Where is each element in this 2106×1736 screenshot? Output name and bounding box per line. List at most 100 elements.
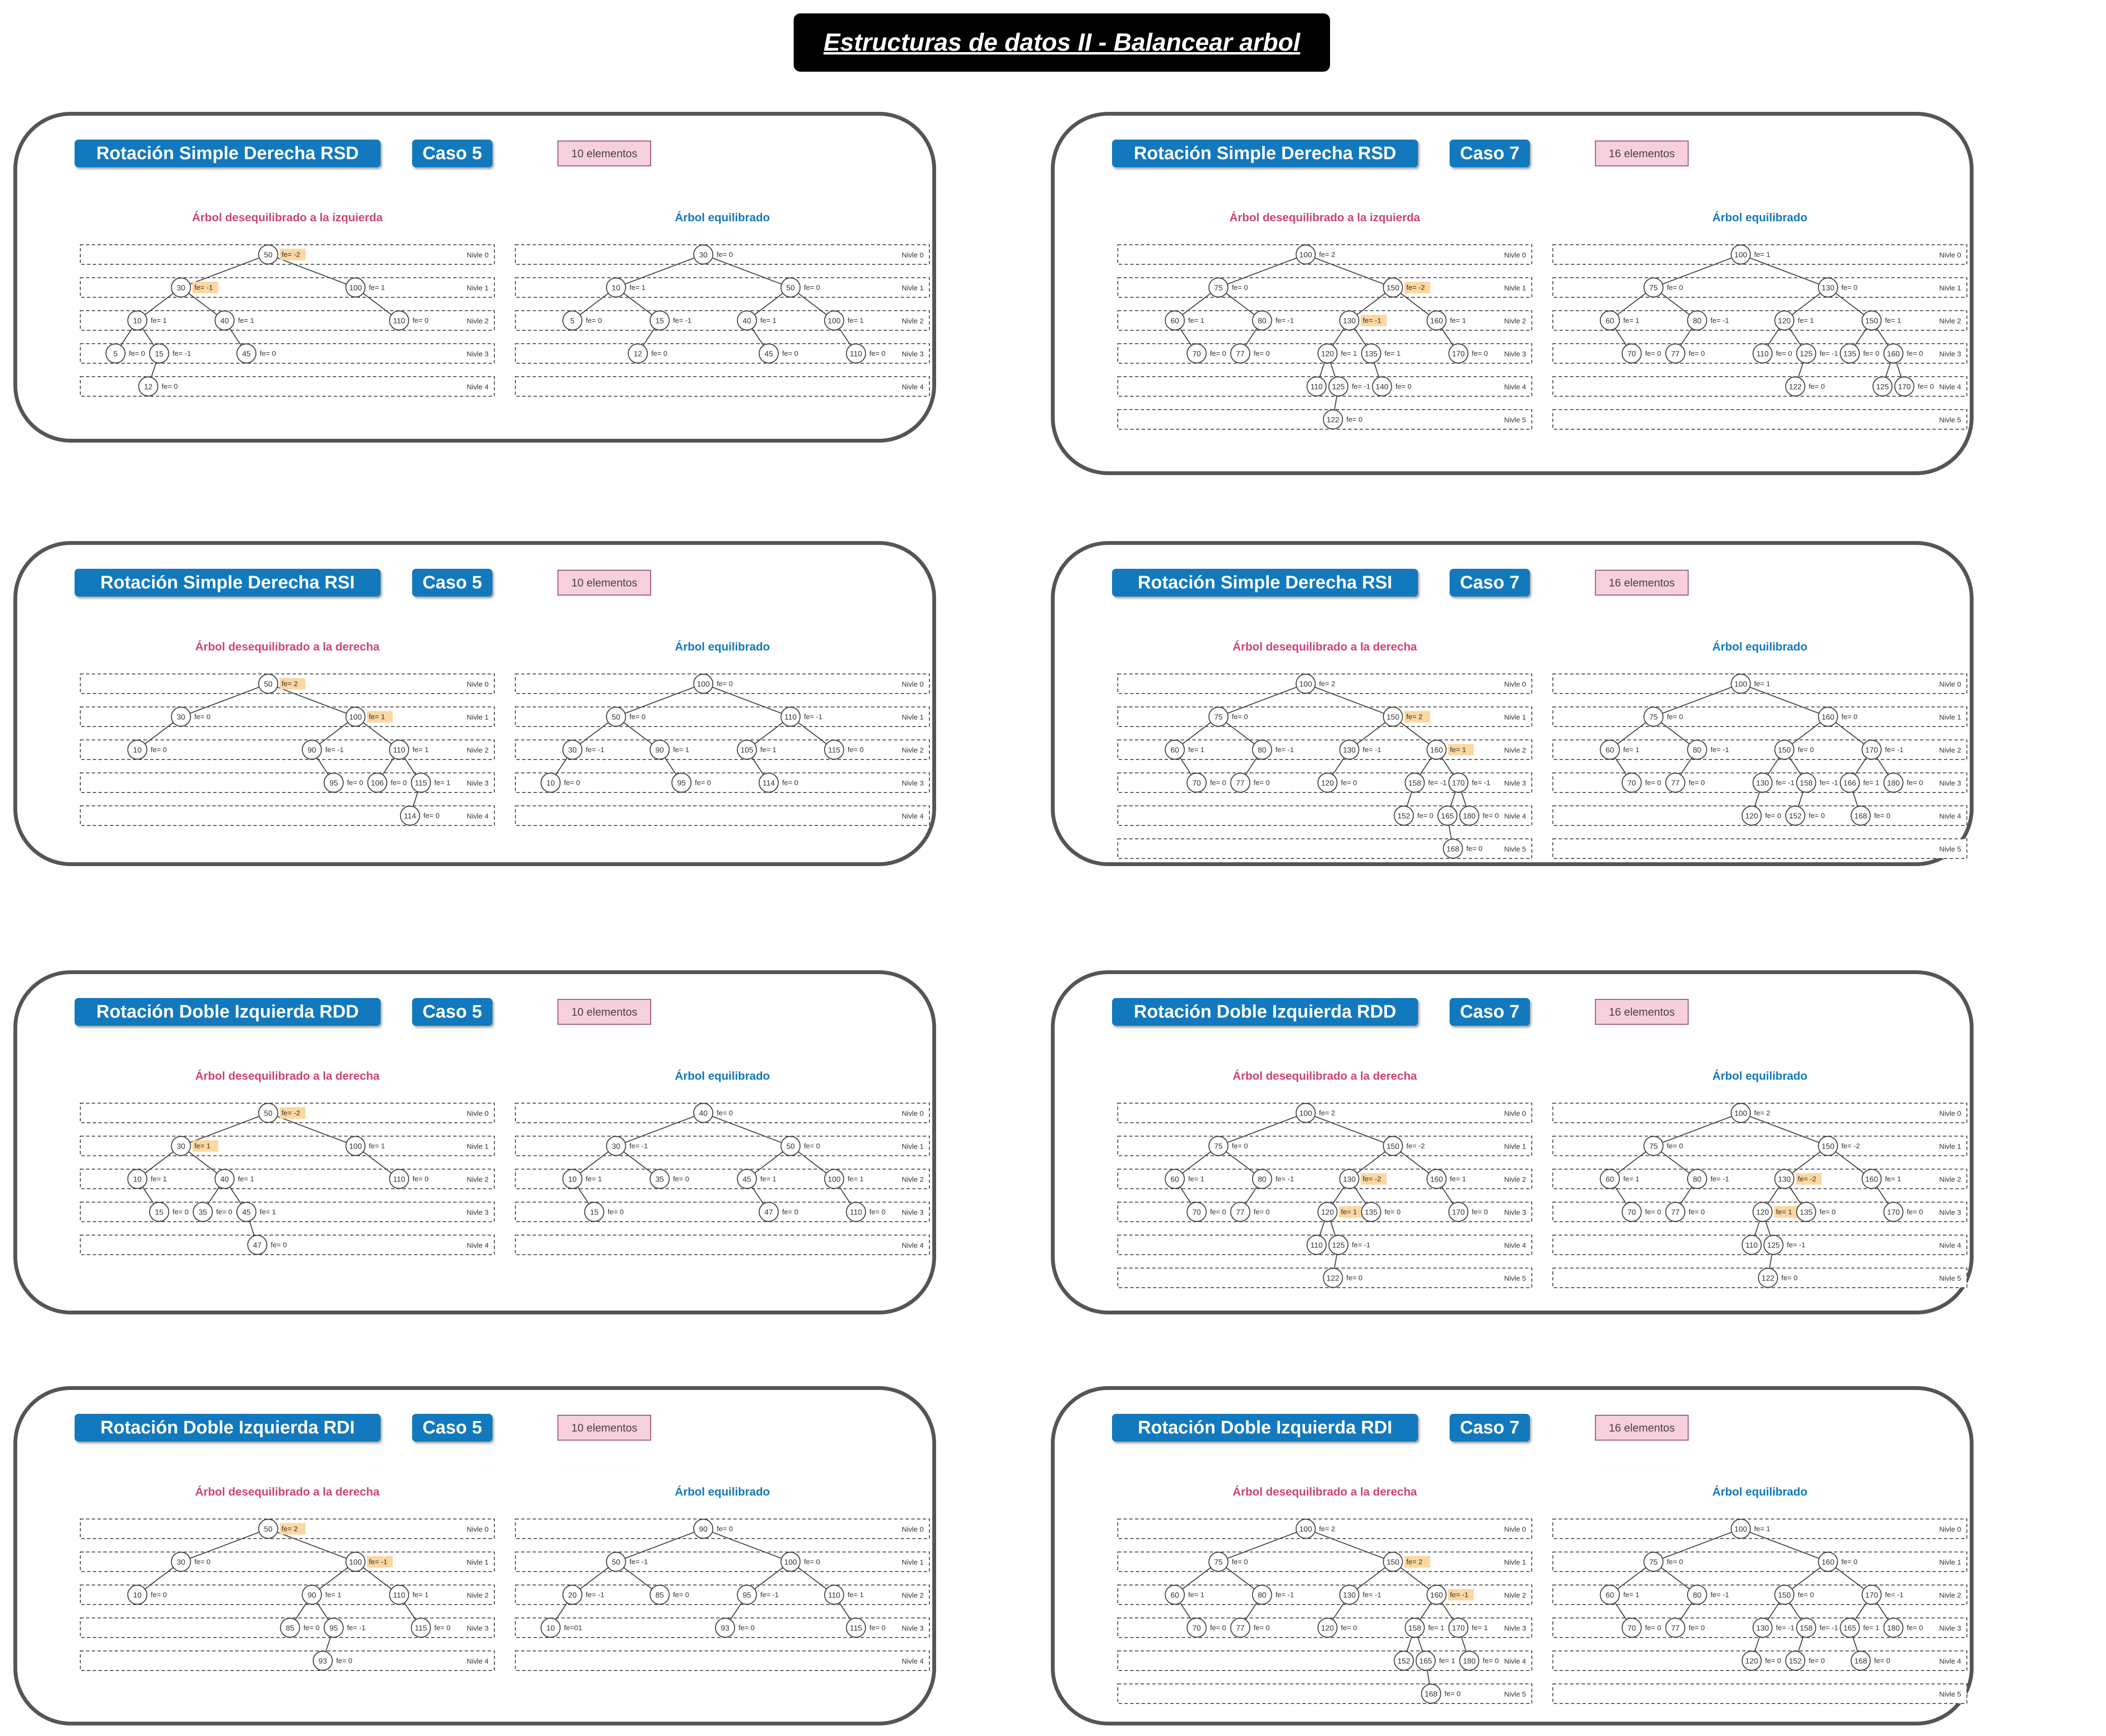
balance-factor: fe= 0 xyxy=(1809,812,1825,820)
tree-node-value: 60 xyxy=(1170,317,1179,326)
tree-edge xyxy=(1417,1637,1423,1652)
tree-edge xyxy=(712,686,782,714)
tree-node xyxy=(1165,739,1185,760)
tree-node-value: 100 xyxy=(1735,1110,1747,1118)
level-label: Nivle 2 xyxy=(1504,317,1526,326)
balance-factor: fe= 2 xyxy=(1319,1525,1335,1533)
highlight-mark xyxy=(1448,744,1474,756)
tree-node-value: 70 xyxy=(1627,1625,1636,1633)
tree-node-value: 50 xyxy=(264,251,273,260)
tree-node-value: 70 xyxy=(1627,1209,1636,1217)
tree-node-value: 80 xyxy=(1693,317,1702,326)
tree-node xyxy=(1186,772,1207,793)
tree-node xyxy=(1883,772,1904,793)
tree-node xyxy=(824,1169,844,1189)
tree-edge xyxy=(623,293,653,315)
tree-edge xyxy=(229,328,242,346)
balance-factor: fe= -1 xyxy=(1711,317,1729,325)
balance-factor: fe= -1 xyxy=(1820,779,1838,787)
tree-edge xyxy=(1660,293,1690,315)
tree-edge xyxy=(1617,1567,1647,1590)
tree-node-value: 135 xyxy=(1844,350,1856,358)
tree-node-value: 60 xyxy=(1605,1592,1614,1600)
balance-factor: fe= 0 xyxy=(717,251,733,259)
balance-factor: fe= 0 xyxy=(129,350,145,358)
tree-node xyxy=(1883,1617,1904,1638)
tree-node-value: 60 xyxy=(1170,1176,1179,1184)
balance-factor: fe= 0 xyxy=(608,1208,624,1216)
level-band xyxy=(80,805,495,826)
tree-node-value: 135 xyxy=(1365,1209,1378,1217)
tree-node-value: 170 xyxy=(1452,1625,1465,1633)
tree-node xyxy=(1426,1169,1447,1189)
tree-edge xyxy=(1749,1116,1820,1143)
level-band xyxy=(1552,1584,1967,1605)
balance-factor: fe= 0 xyxy=(804,1558,820,1566)
tree-edge xyxy=(1314,1116,1385,1143)
tree-node xyxy=(1840,1617,1860,1638)
tree-node-value: 10 xyxy=(612,284,621,293)
balance-factor: fe= -1 xyxy=(347,1624,366,1632)
tree-node-value: 130 xyxy=(1756,1625,1769,1633)
tree-node-value: 90 xyxy=(655,747,664,755)
tree-node-value: 77 xyxy=(1236,350,1244,358)
tree-node xyxy=(1426,739,1447,760)
balance-factor: fe= 0 xyxy=(1667,1142,1683,1150)
tree-node-value: 150 xyxy=(1778,747,1791,755)
tree-node xyxy=(1774,739,1795,760)
level-band xyxy=(1552,277,1967,298)
tree-edge xyxy=(404,1602,416,1620)
balance-factor: fe= 0 xyxy=(413,317,429,325)
tree-node xyxy=(1252,739,1272,760)
level-band xyxy=(1552,1519,1967,1539)
tree-edge xyxy=(1245,1602,1257,1620)
tree-edge xyxy=(839,1602,851,1620)
tree-edge xyxy=(1245,757,1257,775)
tree-diagram: Nivle 0 Nivle 1 Nivle 2 Nivle 3 Nivle 4 100 fe… xyxy=(515,673,930,826)
balance-factor: fe= 0 xyxy=(869,1624,885,1632)
balance-factor: fe= 0 xyxy=(1907,1208,1923,1216)
level-label: Nivle 4 xyxy=(902,1242,924,1250)
tree-node xyxy=(1208,277,1229,298)
tree-node xyxy=(345,1552,366,1572)
level-label: Nivle 3 xyxy=(1939,780,1961,788)
tree-node-value: 150 xyxy=(1865,317,1878,326)
tree-edge xyxy=(362,293,392,315)
tree-node xyxy=(758,343,779,364)
tree-node xyxy=(780,277,801,298)
level-band xyxy=(80,1584,495,1605)
tree-node xyxy=(824,310,844,331)
tree-node xyxy=(1687,739,1707,760)
balance-factor: fe= 0 xyxy=(564,779,580,787)
tree-node-value: 77 xyxy=(1236,1209,1244,1217)
level-band xyxy=(1117,244,1532,265)
tree-node-value: 10 xyxy=(568,1176,577,1184)
tree-edge xyxy=(412,792,419,807)
rotation-title-button: Rotación Simple Derecha RSD xyxy=(1112,140,1418,167)
tree-edge xyxy=(1662,1116,1732,1143)
tree-edge xyxy=(188,1151,218,1174)
tree-node-value: 122 xyxy=(1789,383,1802,391)
tree-node xyxy=(1796,1617,1816,1638)
tree-node-value: 160 xyxy=(1822,1559,1834,1567)
highlight-mark xyxy=(367,1556,393,1568)
tree-edge xyxy=(839,1186,851,1204)
rotation-title-button: Rotación Doble Izquierda RDI xyxy=(1112,1414,1418,1442)
level-band xyxy=(80,706,495,727)
balance-factor: fe= 2 xyxy=(282,680,298,688)
balance-factor: fe= 2 xyxy=(282,1525,298,1533)
tree-edge xyxy=(1769,1254,1773,1269)
tree-edge xyxy=(1182,722,1211,745)
tree-node xyxy=(1296,1519,1316,1539)
tree-node xyxy=(1763,1235,1784,1255)
tree-node xyxy=(693,1519,713,1539)
tree-edge xyxy=(1227,1116,1297,1143)
tree-node-value: 50 xyxy=(612,714,621,722)
tree-diagram: Nivle 0 Nivle 1 Nivle 2 Nivle 3 Nivle 4 50 fe=… xyxy=(80,244,495,397)
balance-factor: fe= 0 xyxy=(630,713,646,721)
balance-factor: fe= 0 xyxy=(673,1175,689,1183)
balance-factor: fe= 0 xyxy=(347,779,363,787)
level-label: Nivle 4 xyxy=(1939,813,1961,821)
level-band xyxy=(515,1235,930,1255)
level-label: Nivle 0 xyxy=(902,1110,924,1118)
